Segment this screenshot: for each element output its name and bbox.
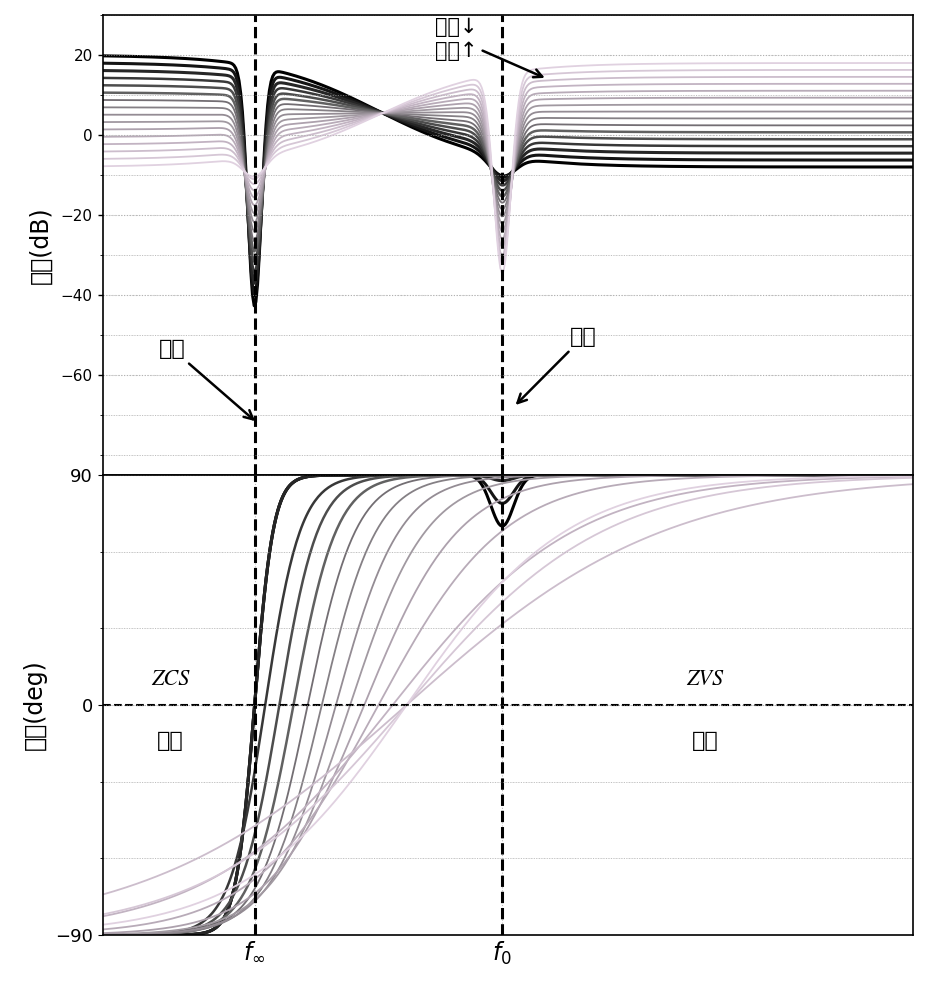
Text: 区域: 区域 bbox=[157, 731, 184, 751]
Text: ZVS: ZVS bbox=[687, 669, 723, 690]
Y-axis label: 幅値(dB): 幅値(dB) bbox=[28, 206, 52, 284]
Text: 区域: 区域 bbox=[692, 731, 719, 751]
Y-axis label: 相位(deg): 相位(deg) bbox=[22, 660, 47, 750]
Text: 空载: 空载 bbox=[158, 339, 254, 419]
Text: 电阶↓
负载↑: 电阶↓ 负载↑ bbox=[434, 17, 542, 77]
Text: ZCS: ZCS bbox=[151, 669, 189, 690]
Text: 短路: 短路 bbox=[517, 327, 596, 403]
